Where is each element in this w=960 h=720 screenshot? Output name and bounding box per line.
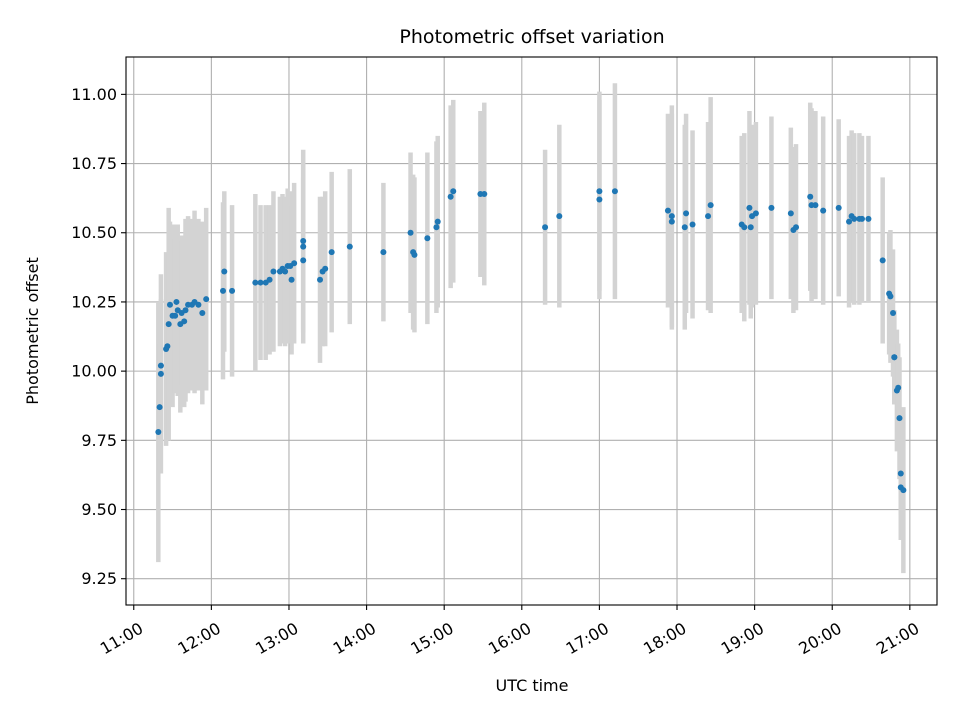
data-point [890,310,897,317]
data-point [424,235,431,242]
data-point [858,215,865,222]
data-point [203,296,210,303]
data-point [156,404,163,411]
data-point [793,224,800,231]
data-point [182,307,189,314]
data-point [865,215,872,222]
data-point [897,470,904,477]
data-point [317,276,324,283]
data-point [835,204,842,211]
data-point [172,312,179,319]
data-point [252,279,259,286]
data-point [450,188,457,195]
data-point [328,249,335,256]
data-point [266,276,273,283]
data-point [752,210,759,217]
data-point [664,207,671,214]
data-point [556,213,563,220]
data-point [173,298,180,305]
data-point [157,370,164,377]
y-axis-label: Photometric offset [23,257,42,405]
data-point [746,204,753,211]
data-point [181,318,188,325]
data-point [895,384,902,391]
data-point [164,343,171,350]
data-point [896,415,903,422]
data-point [887,293,894,300]
data-point [157,362,164,369]
y-tick-label: 10.50 [71,223,117,242]
data-point [820,207,827,214]
data-point [155,429,162,436]
data-point [300,243,307,250]
data-point [705,213,712,220]
chart-title: Photometric offset variation [399,26,664,48]
data-point [807,193,814,200]
data-point [300,238,307,245]
data-point [411,251,418,258]
data-point [433,224,440,231]
data-point [300,257,307,264]
data-point [447,193,454,200]
y-tick-label: 10.75 [71,154,117,173]
grid [126,57,937,605]
data-point [891,354,898,361]
data-point [199,310,206,317]
y-tick-label: 9.25 [81,569,117,588]
data-point [434,218,441,225]
data-point [668,213,675,220]
data-point [846,218,853,225]
data-point [165,321,172,328]
data-point [282,268,289,275]
data-point [346,243,353,250]
data-point [683,210,690,217]
plot-frame [125,56,938,606]
data-point [611,188,618,195]
data-point [220,287,227,294]
y-tick-label: 9.50 [81,500,117,519]
x-axis-label: UTC time [496,676,569,695]
data-point [681,224,688,231]
data-point [741,224,748,231]
data-point [221,268,228,275]
data-point [322,265,329,272]
data-point [257,279,264,286]
data-point [668,218,675,225]
data-point [195,301,202,308]
data-point [380,249,387,256]
y-tick-label: 11.00 [71,85,117,104]
data-point [596,196,603,203]
data-point [407,229,414,236]
data-point [900,487,907,494]
data-point [542,224,549,231]
data-points [155,188,907,494]
y-tick-label: 9.75 [81,431,117,450]
y-tick-label: 10.00 [71,362,117,381]
data-point [229,287,236,294]
data-point [768,204,775,211]
y-axis: 9.25 9.50 9.75 10.00 10.25 10.50 10.75 11.00 [71,85,126,588]
data-point [291,260,298,267]
data-point [747,224,754,231]
y-tick-label: 10.25 [71,292,117,311]
data-point [481,191,488,197]
data-point [879,257,886,264]
data-point [812,202,819,209]
data-point [851,215,858,222]
data-point [787,210,794,217]
data-point [270,268,277,275]
data-point [596,188,603,195]
data-point [707,202,714,209]
data-point [166,301,173,308]
data-point [689,221,696,228]
data-point [288,276,295,283]
